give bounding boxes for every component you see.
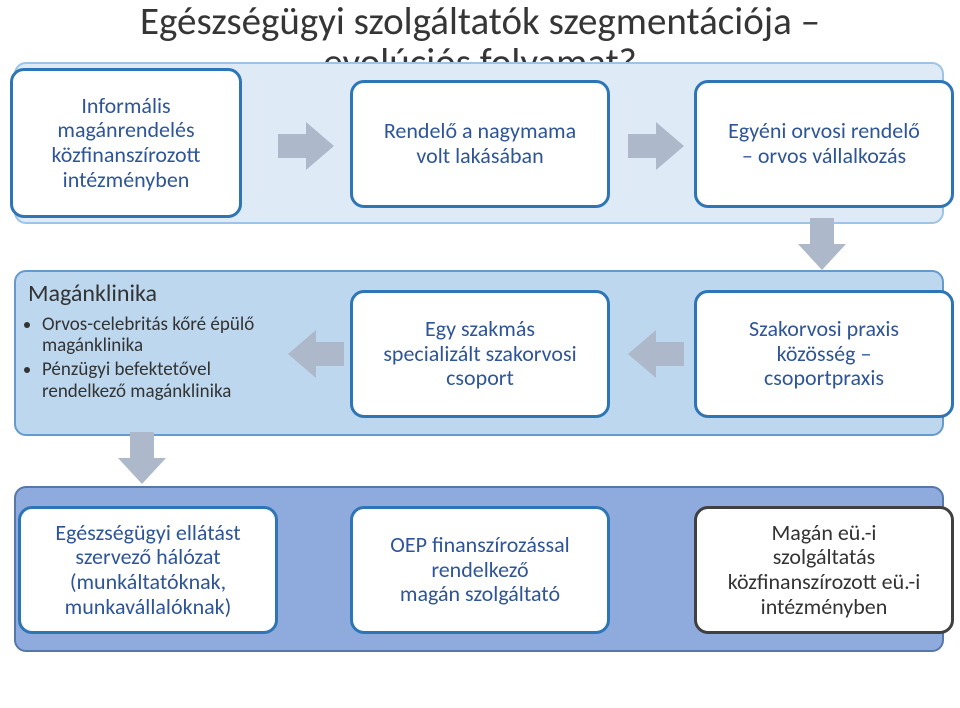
row1-box2: Rendelő a nagymamavolt lakásában bbox=[350, 80, 610, 208]
row3-box2: OEP finanszírozássalrendelkezőmagán szol… bbox=[350, 506, 610, 634]
row3-box3-text: Magán eü.-iszolgáltatásközfinanszírozott… bbox=[728, 521, 921, 620]
arrow-r2-2 bbox=[628, 330, 684, 378]
row3-box1: Egészségügyi ellátástszervező hálózat(mu… bbox=[18, 506, 278, 634]
row2-heading: Magánklinika bbox=[28, 280, 288, 308]
row2-box3: Szakorvosi praxisközösség –csoportpraxis bbox=[694, 290, 954, 418]
row1-box3: Egyéni orvosi rendelő– orvos vállalkozás bbox=[694, 80, 954, 208]
row2-bullet-1: Orvos-celebritás kőré épülő magánklinika bbox=[42, 314, 288, 358]
row2-bullet-2: Pénzügyi befektetővel rendelkező magánkl… bbox=[42, 359, 288, 403]
row2-box2-text: Egy szakmásspecializált szakorvosicsopor… bbox=[383, 317, 576, 391]
row3-box3: Magán eü.-iszolgáltatásközfinanszírozott… bbox=[694, 506, 954, 634]
row1-box1-text: Informálismagánrendelésközfinanszírozott… bbox=[52, 94, 201, 193]
arrow-r1-2 bbox=[628, 122, 684, 170]
row1-box1: Informálismagánrendelésközfinanszírozott… bbox=[10, 68, 242, 218]
row3-box1-text: Egészségügyi ellátástszervező hálózat(mu… bbox=[55, 521, 240, 620]
arrow-r1-1 bbox=[278, 122, 334, 170]
arrow-down-r1-r2 bbox=[798, 218, 846, 270]
row2-box2: Egy szakmásspecializált szakorvosicsopor… bbox=[350, 290, 610, 418]
row3-box2-text: OEP finanszírozássalrendelkezőmagán szol… bbox=[390, 533, 569, 607]
row1-box2-text: Rendelő a nagymamavolt lakásában bbox=[384, 119, 576, 168]
row2-box3-text: Szakorvosi praxisközösség –csoportpraxis bbox=[749, 317, 899, 391]
arrow-r2-1 bbox=[288, 330, 344, 378]
row2-bullet-list: Orvos-celebritás kőré épülő magánklinika… bbox=[28, 314, 288, 403]
arrow-down-r2-r3 bbox=[118, 432, 166, 484]
row2-bullets: Magánklinika Orvos-celebritás kőré épülő… bbox=[28, 280, 288, 405]
row1-box3-text: Egyéni orvosi rendelő– orvos vállalkozás bbox=[728, 119, 920, 168]
